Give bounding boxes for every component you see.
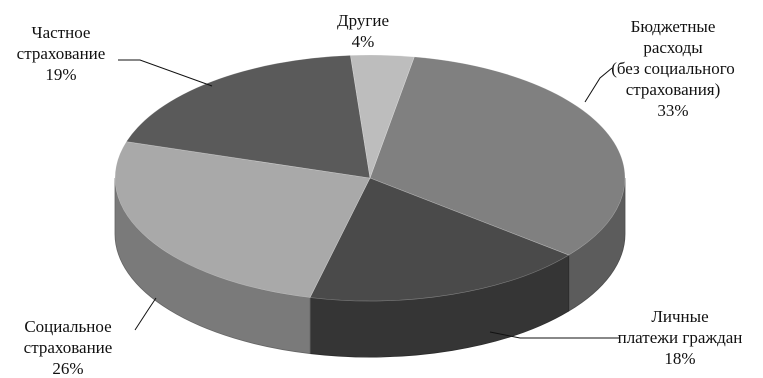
label-budget: Бюджетные расходы (без социального страх…: [598, 16, 748, 121]
label-other-pct: 4%: [351, 32, 375, 51]
label-budget-line-1: Бюджетные: [630, 17, 716, 36]
label-private-line-2: страхование: [16, 44, 106, 63]
label-private-pct: 19%: [45, 65, 77, 84]
pie-slice-3: [125, 55, 371, 179]
label-budget-line-2: расходы: [643, 38, 703, 57]
pie-slice-0: [369, 56, 626, 256]
label-private-line-1: Частное: [31, 23, 91, 42]
label-social-pct: 26%: [52, 359, 84, 378]
label-personal-line-2: платежи граждан: [617, 328, 743, 347]
label-other: Другие 4%: [328, 10, 398, 52]
leader-social: [134, 297, 157, 331]
pie-slice-4: [350, 54, 415, 180]
label-personal: Личные платежи граждан 18%: [600, 306, 760, 369]
label-social-line-2: страхование: [23, 338, 113, 357]
leader-lines: [118, 59, 620, 339]
pie-slice-1: [309, 177, 570, 302]
label-other-line-1: Другие: [337, 11, 389, 30]
leader-budget: [584, 67, 613, 103]
pie-top-faces: [114, 54, 626, 302]
label-social: Социальное страхование 26%: [0, 316, 136, 378]
label-social-line-1: Социальное: [24, 317, 112, 336]
label-budget-pct: 33%: [657, 101, 689, 120]
label-budget-line-4: страхования): [625, 80, 721, 99]
label-private: Частное страхование 19%: [0, 22, 122, 85]
label-personal-pct: 18%: [664, 349, 696, 368]
label-personal-line-1: Личные: [651, 307, 709, 326]
pie-slice-2: [114, 141, 371, 298]
leader-private: [118, 59, 213, 87]
label-budget-line-3: (без социального: [611, 59, 735, 78]
leader-personal: [489, 331, 620, 339]
